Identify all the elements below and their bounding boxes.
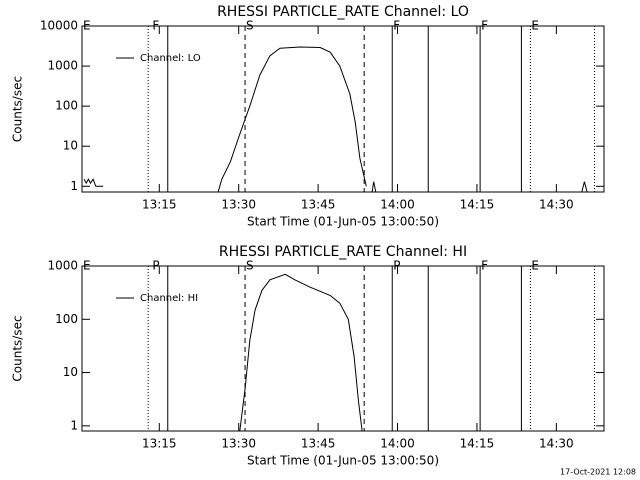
chart-title: RHESSI PARTICLE_RATE Channel: HI — [219, 244, 467, 260]
x-tick-label: 14:00 — [380, 437, 415, 451]
event-flag: E — [83, 19, 91, 33]
x-tick-label: 14:15 — [460, 437, 495, 451]
event-flag: E — [531, 19, 539, 33]
y-axis-label: Counts/sec — [11, 315, 25, 381]
y-tick-label: 10 — [63, 365, 78, 379]
data-line — [239, 273, 363, 431]
x-tick-label: 13:15 — [142, 198, 177, 212]
y-tick-label: 10000 — [40, 19, 78, 33]
event-flag: E — [83, 259, 91, 273]
event-flag: S — [246, 259, 254, 273]
y-tick-label: 100 — [55, 99, 78, 113]
y-axis-label: Counts/sec — [11, 76, 25, 142]
x-tick-label: 13:30 — [221, 437, 256, 451]
event-flag: F — [481, 259, 488, 273]
x-tick-label: 13:30 — [221, 198, 256, 212]
x-tick-label: 13:45 — [301, 198, 336, 212]
y-tick-label: 100 — [55, 312, 78, 326]
x-tick-label: 14:30 — [539, 198, 574, 212]
y-tick-label: 10 — [63, 139, 78, 153]
y-tick-label: 1 — [70, 179, 78, 193]
event-flag: P — [393, 259, 400, 273]
x-tick-label: 14:15 — [460, 198, 495, 212]
x-tick-label: 14:00 — [380, 198, 415, 212]
data-line — [83, 46, 588, 192]
event-flag: P — [152, 259, 159, 273]
legend-label: Channel: HI — [140, 293, 198, 304]
x-tick-label: 13:45 — [301, 437, 336, 451]
x-tick-label: 13:15 — [142, 437, 177, 451]
x-axis-label: Start Time (01-Jun-05 13:00:50) — [247, 454, 439, 468]
event-flag: E — [531, 259, 539, 273]
event-flag: F — [481, 19, 488, 33]
event-flag: F — [152, 19, 159, 33]
y-tick-label: 1000 — [47, 259, 78, 273]
x-axis-label: Start Time (01-Jun-05 13:00:50) — [247, 215, 439, 229]
plot-frame — [81, 265, 605, 432]
chart-title: RHESSI PARTICLE_RATE Channel: LO — [217, 4, 469, 20]
event-flag: F — [393, 19, 400, 33]
y-tick-label: 1 — [70, 418, 78, 432]
x-tick-label: 14:30 — [539, 437, 574, 451]
y-tick-label: 1000 — [47, 59, 78, 73]
event-flag: S — [246, 19, 254, 33]
footer: 17-Oct-2021 12:08 — [560, 468, 636, 477]
legend-label: Channel: LO — [140, 53, 201, 64]
plot-frame — [81, 25, 605, 193]
